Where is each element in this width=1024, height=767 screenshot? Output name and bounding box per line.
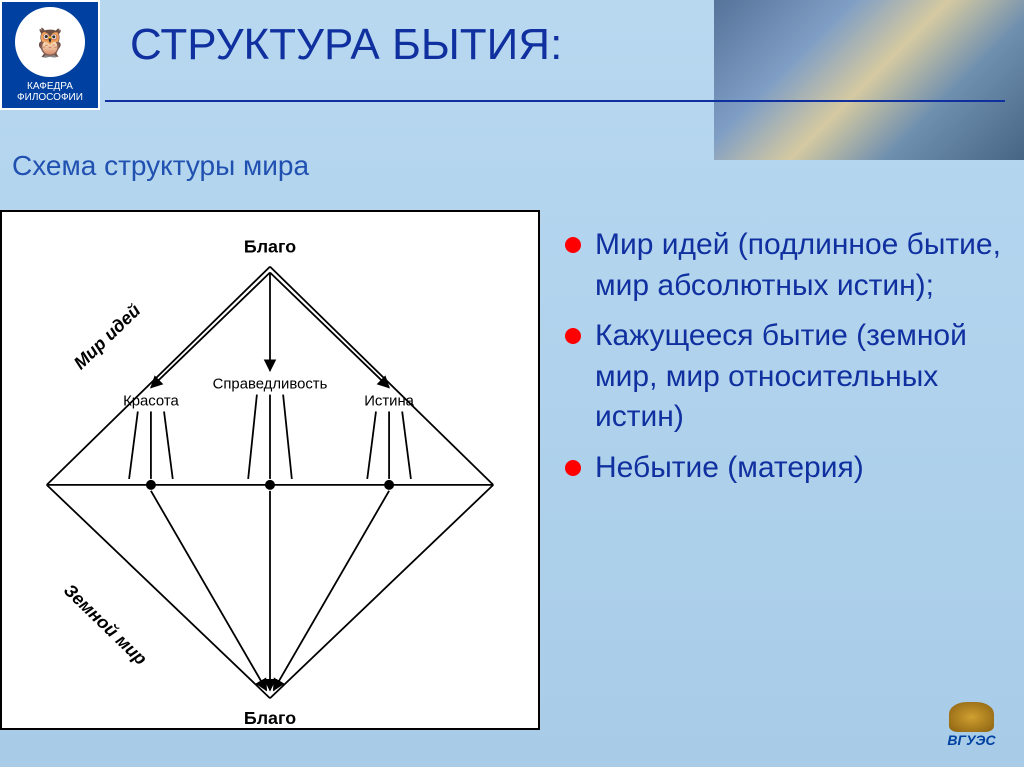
bullet-dot-icon: [565, 328, 581, 344]
diagram-svg: Благо Благо Красота Справедливость Истина Мир…: [2, 212, 538, 728]
svg-text:Мир идей: Мир идей: [70, 300, 145, 373]
logo-label: КАФЕДРА ФИЛОСОФИИ: [17, 81, 83, 103]
subtitle: Схема структуры мира: [12, 150, 309, 182]
bullet-text: Мир идей (подлинное бытие, мир абсолютны…: [595, 225, 1005, 306]
eagle-icon: [949, 702, 994, 732]
title-underline: [105, 100, 1005, 102]
bullet-dot-icon: [565, 237, 581, 253]
svg-text:Земной мир: Земной мир: [60, 580, 151, 669]
university-abbrev: ВГУЭС: [947, 732, 995, 748]
svg-text:Благо: Благо: [244, 708, 296, 728]
bullet-text: Небытие (материя): [595, 448, 864, 489]
bullet-dot-icon: [565, 460, 581, 476]
decorative-header-image: [714, 0, 1024, 160]
list-item: Мир идей (подлинное бытие, мир абсолютны…: [565, 225, 1005, 306]
university-logo: ВГУЭС: [934, 702, 1009, 757]
svg-text:Справедливость: Справедливость: [213, 377, 328, 393]
owl-icon: 🦉: [15, 7, 85, 77]
list-item: Небытие (материя): [565, 448, 1005, 489]
page-title: СТРУКТУРА БЫТИЯ:: [130, 20, 562, 70]
bullet-text: Кажущееся бытие (земной мир, мир относит…: [595, 316, 1005, 438]
svg-text:Истина: Истина: [364, 394, 414, 410]
list-item: Кажущееся бытие (земной мир, мир относит…: [565, 316, 1005, 438]
svg-text:Благо: Благо: [244, 237, 296, 257]
svg-text:Красота: Красота: [123, 394, 179, 410]
world-structure-diagram: Благо Благо Красота Справедливость Истина Мир…: [0, 210, 540, 730]
bullet-list: Мир идей (подлинное бытие, мир абсолютны…: [565, 225, 1005, 498]
department-logo: 🦉 КАФЕДРА ФИЛОСОФИИ: [0, 0, 100, 110]
